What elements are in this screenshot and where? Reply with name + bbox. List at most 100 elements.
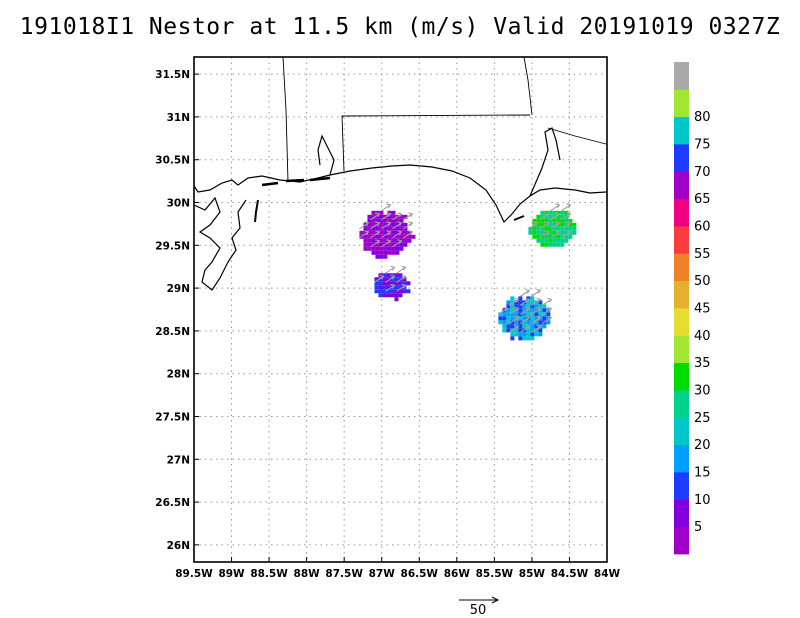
echo-cell	[552, 242, 557, 247]
echo-cell	[391, 230, 396, 235]
echo-cell	[394, 277, 399, 282]
echo-cell	[538, 304, 543, 309]
map-frame	[193, 56, 608, 563]
echo-cell	[530, 336, 535, 341]
colorbar-swatch	[674, 280, 689, 309]
colorbar-swatch	[674, 472, 689, 500]
echo-cell	[363, 242, 368, 247]
y-axis-ticks: 31.5N 31N 30.5N 30N 29.5N 29N 28.5N 28N 27.5N 27N…	[155, 69, 199, 552]
echo-cell	[395, 218, 400, 223]
barrier-island-3	[309, 176, 331, 182]
wind-vector-arrow	[396, 274, 407, 283]
colorbar-label: 25	[694, 411, 711, 426]
echo-cell	[375, 218, 380, 223]
echo-cell	[367, 214, 372, 219]
echo-cell	[378, 281, 383, 286]
wind-vector-arrow	[381, 239, 392, 248]
echo-cell	[394, 281, 399, 286]
echo-cell	[544, 234, 549, 239]
echo-cell	[383, 246, 388, 251]
echo-cell	[390, 293, 395, 298]
echo-cell	[518, 296, 523, 301]
echo-cell	[548, 230, 553, 235]
echo-cell	[379, 254, 384, 259]
apalachicola-bay	[529, 127, 561, 197]
wind-vector-arrow	[370, 212, 381, 221]
echo-cell	[363, 230, 368, 235]
echo-cell	[534, 312, 539, 317]
echo-cell	[378, 293, 383, 298]
echo-cell	[394, 285, 399, 290]
echo-cell	[386, 273, 391, 278]
echo-cell	[391, 226, 396, 231]
echo-cell	[568, 230, 573, 235]
wind-vector-arrow	[392, 239, 403, 248]
echo-cell	[506, 324, 511, 329]
echo-cell	[399, 226, 404, 231]
colorbar-label: 5	[694, 520, 702, 535]
echo-cell	[406, 289, 411, 294]
echo-cell	[395, 246, 400, 251]
echo-cell	[371, 246, 376, 251]
colorbar-swatch	[674, 526, 689, 555]
echo-cell	[544, 226, 549, 231]
echo-cell	[538, 308, 543, 313]
x-axis-ticks: 89.5W 89W 88.5W 88W 87.5W 87W 86.5W 86W 85.5W 85W…	[175, 557, 621, 580]
wind-vector-arrow	[528, 221, 539, 230]
echo-cell	[552, 210, 557, 215]
wind-vector-arrow	[385, 274, 396, 283]
echo-cell	[378, 285, 383, 290]
echo-cell	[522, 304, 527, 309]
wind-vector-arrow	[509, 297, 520, 306]
colorbar-swatch	[674, 171, 689, 200]
echo-cell	[379, 218, 384, 223]
echo-cell	[502, 328, 507, 333]
echo-cell	[375, 242, 380, 247]
echo-cell	[526, 312, 531, 317]
echo-cell	[542, 324, 547, 329]
echo-cell	[526, 304, 531, 309]
wind-vector-arrow	[542, 306, 553, 315]
echo-cell	[407, 230, 412, 235]
echo-cell	[510, 324, 515, 329]
fl-ga-border	[547, 127, 607, 145]
y-tick-label: 30.5N	[155, 155, 190, 167]
echo-cell	[534, 304, 539, 309]
colorbar-label: 75	[694, 138, 711, 153]
map-title: 191018I1 Nestor at 11.5 km (m/s) Valid 2…	[19, 14, 781, 40]
wind-vector-arrow	[520, 288, 531, 297]
echo-cell	[522, 324, 527, 329]
echo-cell	[510, 332, 515, 337]
colorbar-label: 20	[694, 438, 711, 453]
echo-cell	[395, 238, 400, 243]
echo-cell	[375, 250, 380, 255]
echo-cell	[526, 320, 531, 325]
wind-vector-arrow	[539, 212, 550, 221]
echo-cell	[375, 246, 380, 251]
echo-cell	[394, 297, 399, 302]
x-tick-label: 87.5W	[325, 568, 363, 580]
echo-cell	[548, 214, 553, 219]
y-tick-label: 29.5N	[155, 240, 190, 252]
echo-cell	[536, 222, 541, 227]
wind-vector-arrow	[374, 274, 385, 283]
echo-cell	[564, 218, 569, 223]
echo-cell	[382, 273, 387, 278]
echo-cell	[532, 234, 537, 239]
echo-cell	[530, 296, 535, 301]
echo-cell	[367, 246, 372, 251]
mobile-bay	[317, 134, 335, 176]
x-tick-label: 86.5W	[401, 568, 439, 580]
echo-cell	[540, 210, 545, 215]
echo-cell	[546, 316, 551, 321]
wind-vector-arrow	[542, 315, 553, 324]
echo-cell	[502, 320, 507, 325]
echo-cell	[398, 289, 403, 294]
colorbar-label: 15	[694, 466, 711, 481]
echo-cell	[514, 332, 519, 337]
echo-cell	[498, 320, 503, 325]
echo-cell	[540, 218, 545, 223]
barrier-island-2	[285, 178, 305, 183]
echo-cell	[399, 218, 404, 223]
wind-vector-arrow	[370, 239, 381, 248]
